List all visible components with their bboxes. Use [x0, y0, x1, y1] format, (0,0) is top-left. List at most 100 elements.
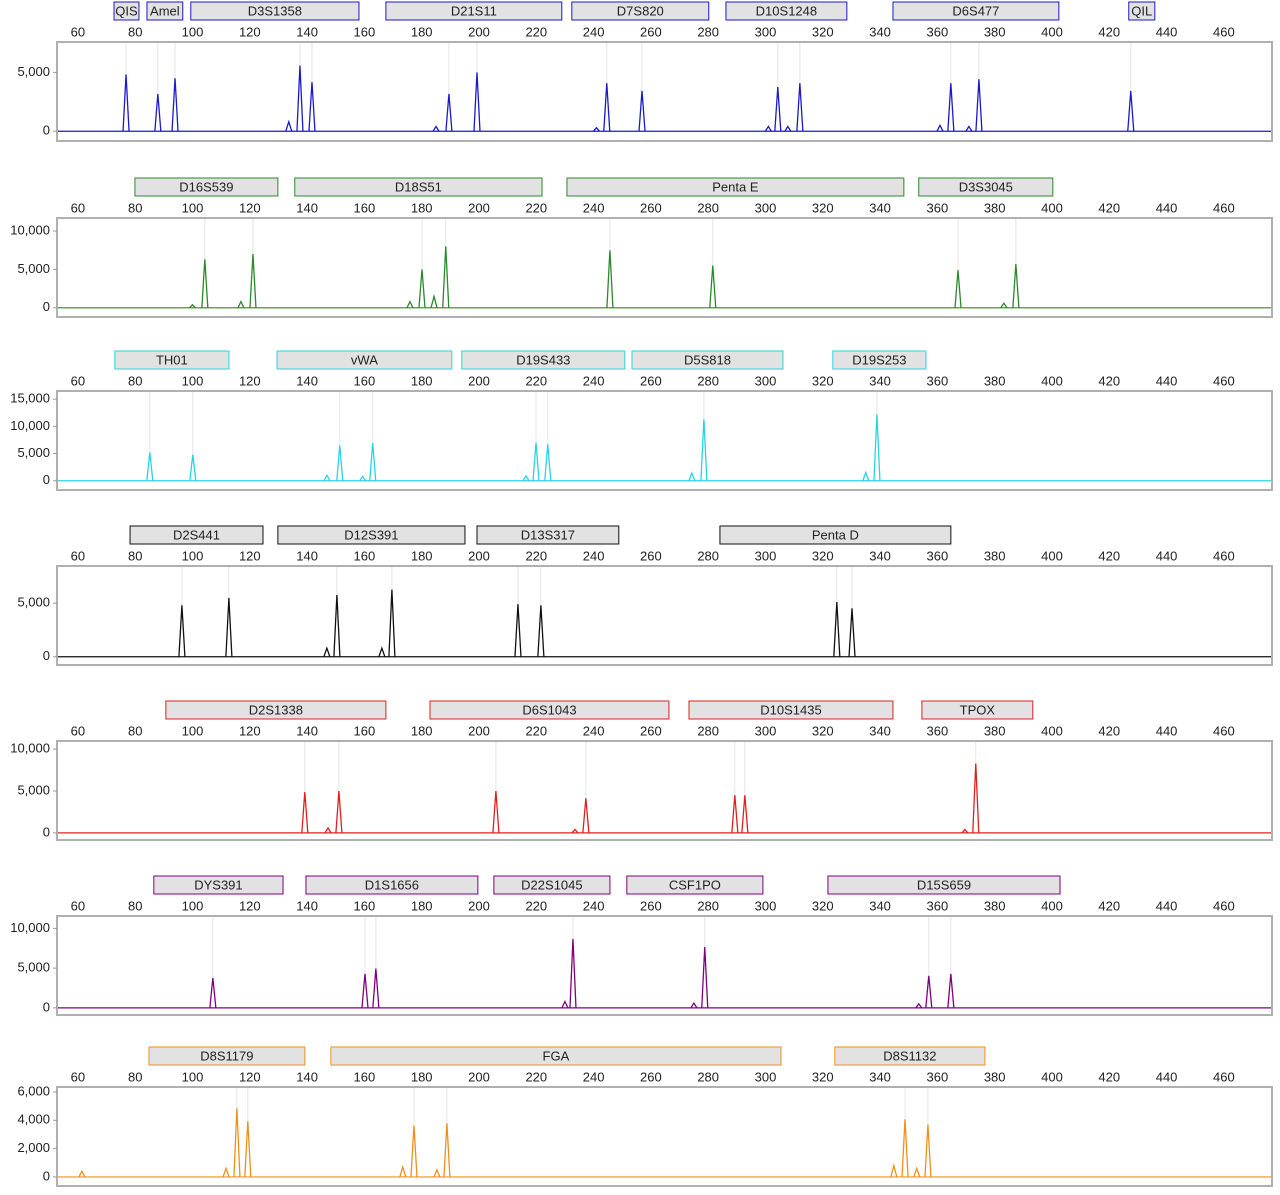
locus-label: D10S1435 — [760, 702, 821, 717]
x-tick-label: 220 — [525, 373, 547, 388]
peak — [410, 1125, 418, 1177]
peak — [285, 119, 293, 132]
x-tick-label: 60 — [71, 200, 85, 215]
x-tick-label: 220 — [525, 200, 547, 215]
locus-label: D2S441 — [173, 527, 220, 542]
peak — [961, 828, 969, 834]
x-tick-label: 200 — [468, 723, 490, 738]
locus-box — [113, 1, 140, 21]
locus-box — [148, 1046, 306, 1066]
peak — [225, 597, 233, 657]
locus-label: D19S433 — [516, 352, 570, 367]
locus-label: Amel — [150, 3, 180, 18]
x-tick-label: 140 — [296, 200, 318, 215]
locus-box — [626, 875, 764, 895]
x-tick-label: 80 — [128, 898, 142, 913]
peak — [146, 452, 154, 481]
x-tick-label: 140 — [296, 548, 318, 563]
x-tick-label: 100 — [182, 723, 204, 738]
locus-label: CSF1PO — [669, 877, 721, 892]
x-tick-label: 360 — [927, 548, 949, 563]
y-tick-label: 15,000 — [10, 391, 50, 406]
locus-label: D2S1338 — [249, 702, 303, 717]
y-tick-label: 0 — [43, 648, 50, 663]
peak — [323, 646, 331, 657]
peak — [709, 265, 717, 308]
plot-frame — [56, 915, 1273, 1016]
y-tick-label: 6,000 — [17, 1083, 50, 1098]
peak — [443, 1123, 451, 1177]
y-tick-label: 5,000 — [17, 595, 50, 610]
x-tick-label: 240 — [583, 24, 605, 39]
locus-label: Penta E — [712, 179, 759, 194]
peak — [701, 946, 709, 1008]
peak — [936, 123, 944, 132]
peak — [189, 303, 196, 309]
x-tick-label: 180 — [411, 373, 433, 388]
locus-box — [305, 875, 479, 895]
x-tick-label: 300 — [755, 200, 777, 215]
x-tick-label: 220 — [525, 898, 547, 913]
x-tick-label: 280 — [697, 898, 719, 913]
x-tick-label: 420 — [1098, 24, 1120, 39]
peak — [965, 125, 973, 132]
locus-box — [330, 1046, 782, 1066]
locus-label: D10S1248 — [756, 3, 817, 18]
locus-label: D8S1179 — [200, 1048, 253, 1063]
x-tick-label: 200 — [468, 200, 490, 215]
x-tick-label: 200 — [468, 548, 490, 563]
x-tick-label: 220 — [525, 548, 547, 563]
x-tick-label: 440 — [1156, 1069, 1178, 1084]
x-tick-label: 440 — [1156, 373, 1178, 388]
locus-box — [429, 700, 670, 720]
locus-label: TH01 — [156, 352, 188, 367]
peak — [323, 473, 331, 482]
x-tick-label: 280 — [697, 723, 719, 738]
x-tick-label: 180 — [411, 898, 433, 913]
peak — [178, 605, 186, 657]
locus-label: D13S317 — [521, 527, 575, 542]
locus-label: D15S659 — [917, 877, 971, 892]
x-tick-label: 320 — [812, 548, 834, 563]
x-tick-label: 420 — [1098, 723, 1120, 738]
x-tick-label: 160 — [354, 723, 376, 738]
x-tick-label: 420 — [1098, 200, 1120, 215]
x-tick-label: 380 — [984, 200, 1006, 215]
y-tick-label: 0 — [43, 1168, 50, 1183]
x-tick-label: 240 — [583, 548, 605, 563]
x-tick-label: 320 — [812, 200, 834, 215]
y-tick-label: 0 — [43, 824, 50, 839]
x-tick-label: 120 — [239, 723, 261, 738]
peak — [569, 938, 577, 1008]
x-tick-label: 320 — [812, 898, 834, 913]
x-tick-label: 180 — [411, 548, 433, 563]
peak — [796, 83, 804, 132]
peak — [244, 1121, 252, 1177]
peak — [336, 445, 344, 481]
plot-frame — [56, 1086, 1273, 1187]
peak — [544, 444, 552, 481]
x-tick-label: 460 — [1213, 373, 1235, 388]
plot-frame — [56, 390, 1273, 491]
plot-frame — [56, 565, 1273, 666]
locus-box — [1128, 1, 1156, 21]
x-tick-label: 380 — [984, 723, 1006, 738]
peak — [171, 78, 179, 132]
x-tick-label: 300 — [755, 24, 777, 39]
x-tick-label: 160 — [354, 548, 376, 563]
y-tick-label: 4,000 — [17, 1112, 50, 1127]
locus-label: D7S820 — [617, 3, 664, 18]
x-tick-label: 240 — [583, 1069, 605, 1084]
x-tick-label: 60 — [71, 373, 85, 388]
x-tick-label: 280 — [697, 548, 719, 563]
x-tick-label: 340 — [869, 200, 891, 215]
x-tick-label: 300 — [755, 548, 777, 563]
peak — [741, 795, 749, 833]
y-tick-label: 5,000 — [17, 64, 50, 79]
x-tick-label: 360 — [927, 1069, 949, 1084]
x-tick-label: 120 — [239, 373, 261, 388]
locus-box — [190, 1, 360, 21]
x-tick-label: 400 — [1041, 898, 1063, 913]
x-tick-label: 400 — [1041, 723, 1063, 738]
peak — [406, 300, 414, 309]
